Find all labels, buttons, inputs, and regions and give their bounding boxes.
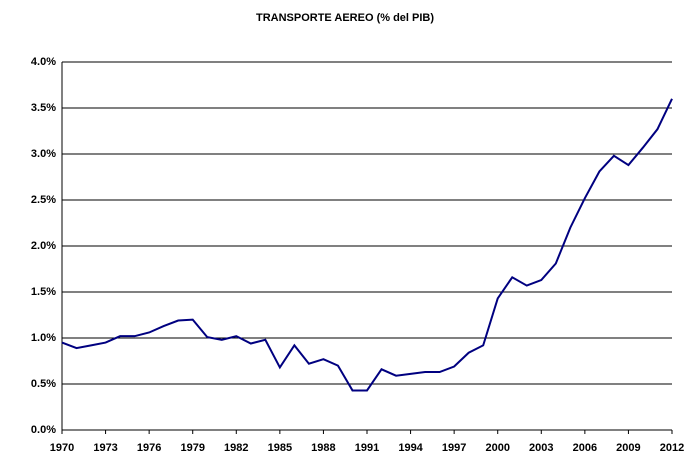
line-series xyxy=(61,98,673,392)
y-tick-label: 1.5% xyxy=(31,286,56,298)
x-tick-label: 1985 xyxy=(268,442,292,454)
x-tick-label: 1988 xyxy=(311,442,335,454)
x-tick-label: 2006 xyxy=(573,442,597,454)
y-tick-label: 3.5% xyxy=(31,102,56,114)
y-tick-label: 1.0% xyxy=(31,332,56,344)
x-tick-label: 1970 xyxy=(50,442,74,454)
y-tick-label: 2.0% xyxy=(31,240,56,252)
x-tick-label: 1997 xyxy=(442,442,466,454)
y-tick-label: 4.0% xyxy=(31,56,56,68)
x-tick-label: 2000 xyxy=(485,442,509,454)
y-tick-label: 2.5% xyxy=(31,194,56,206)
x-tick-label: 2003 xyxy=(529,442,553,454)
chart-title: TRANSPORTE AEREO (% del PIB) xyxy=(256,12,434,24)
x-tick-label: 1973 xyxy=(93,442,117,454)
x-tick-label: 1994 xyxy=(398,442,423,454)
x-tick-label: 1982 xyxy=(224,442,248,454)
y-tick-label: 0.0% xyxy=(31,424,56,436)
x-tick-label: 2009 xyxy=(616,442,640,454)
x-tick-label: 1991 xyxy=(355,442,379,454)
x-tick-label: 1976 xyxy=(137,442,161,454)
y-tick-label: 3.0% xyxy=(31,148,56,160)
x-tick-label: 1979 xyxy=(180,442,204,454)
x-tick-label: 2012 xyxy=(660,442,684,454)
y-tick-label: 0.5% xyxy=(31,378,56,390)
